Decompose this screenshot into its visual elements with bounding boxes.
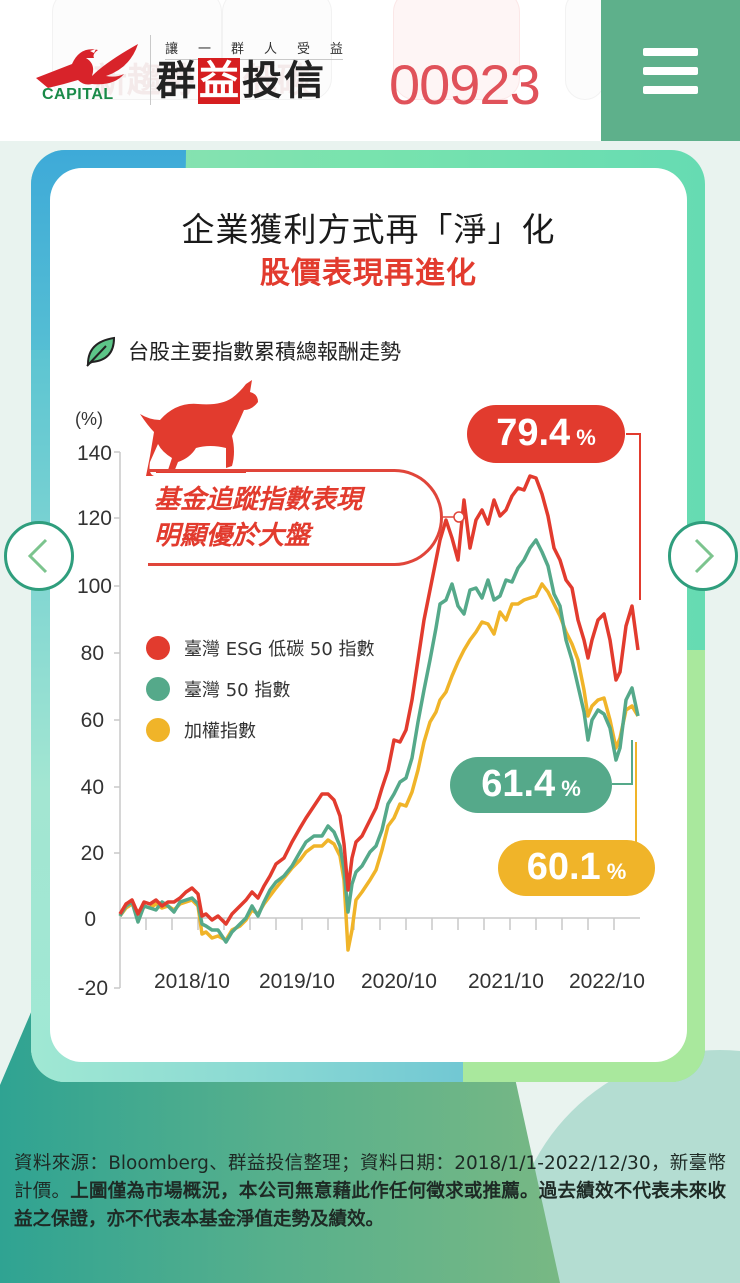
leaf-icon (86, 336, 116, 367)
y-tick-label: 100 (76, 575, 112, 598)
slide-card (50, 168, 687, 1062)
end-label-esg: 79.4 % (467, 405, 625, 463)
end-label-unit: % (606, 859, 627, 884)
slide-subtitle-red: 股價表現再進化 (260, 256, 477, 291)
end-label-tw50: 61.4 % (450, 757, 612, 813)
brand-divider (150, 35, 151, 105)
bg-tile-label: 低碳 (243, 61, 311, 101)
brand-char: 投 (242, 58, 282, 104)
legend-dot-green-icon (146, 677, 170, 701)
x-tick-label: 2022/10 (569, 970, 645, 993)
callout-line: 明顯優於大盤 (154, 521, 311, 551)
bg-tile-low-carbon: 低碳 (222, 0, 332, 101)
x-tick-label: 2021/10 (468, 970, 544, 993)
x-tick-label: 2019/10 (259, 970, 335, 993)
brand-name[interactable]: 群 益 投 信 (156, 58, 324, 104)
slogan-char: 一 (197, 42, 211, 57)
slogan-char: 受 (296, 42, 310, 57)
y-tick-label: 0 (84, 908, 96, 931)
y-axis-unit: (%) (75, 409, 103, 429)
bull-icon (140, 380, 258, 476)
brand-char-highlight: 益 (198, 58, 240, 104)
callout-line: 基金追蹤指數表現 (154, 485, 363, 515)
chart-legend: 臺灣 ESG 低碳 50 指數 臺灣 50 指數 加權指數 (146, 636, 375, 742)
legend-dot-yellow-icon (146, 718, 170, 742)
disclaimer-source: 資料來源：Bloomberg、群益投信整理；資料日期：2018/1/1-2022… (14, 1153, 726, 1202)
logo-text: CAPITAL (42, 86, 114, 103)
y-tick-label: -20 (77, 977, 108, 1000)
legend-label: 臺灣 ESG 低碳 50 指數 (184, 639, 375, 660)
slide-title: 企業獲利方式再「淨」化 (181, 210, 556, 249)
legend-label: 臺灣 50 指數 (184, 680, 291, 701)
end-label-unit: % (561, 776, 581, 801)
slogan-char: 群 (230, 42, 244, 57)
menu-button[interactable] (601, 0, 740, 141)
disclaimer-warning: 上圖僅為市場概況，本公司無意藉此作任何徵求或推薦。過去績效不代表未來收益之保證，… (14, 1181, 726, 1230)
legend-item-taiex: 加權指數 (146, 718, 375, 742)
end-label-value: 61.4 (481, 763, 556, 805)
chevron-right-icon (694, 538, 715, 574)
hamburger-icon (643, 47, 698, 56)
chevron-left-icon (27, 538, 48, 574)
end-label-value: 60.1 (526, 846, 601, 888)
x-tick-label: 2020/10 (361, 970, 437, 993)
legend-item-tw50: 臺灣 50 指數 (146, 677, 375, 701)
carousel-next-button[interactable] (668, 521, 738, 591)
end-label-taiex: 60.1 % (498, 840, 655, 896)
chart-title-text: 台股主要指數累積總報酬走勢 (128, 340, 401, 364)
hamburger-icon (643, 85, 698, 94)
end-label-unit: % (576, 425, 596, 450)
y-tick-label: 80 (80, 642, 104, 665)
brand-char: 群 (156, 58, 196, 104)
end-label-value: 79.4 (496, 412, 571, 454)
chart-title: 台股主要指數累積總報酬走勢 (84, 334, 401, 368)
x-tick-label: 2018/10 (154, 970, 230, 993)
y-tick-label: 20 (80, 842, 104, 865)
legend-dot-red-icon (146, 636, 170, 660)
site-header: 新趨勢 低碳 CAPITAL 讓 一 群 人 受 益 群 益 投 信 00923 (0, 0, 740, 141)
callout-text: 基金追蹤指數表現 明顯優於大盤 (154, 482, 362, 554)
legend-label: 加權指數 (184, 721, 256, 742)
disclaimer-text: 資料來源：Bloomberg、群益投信整理；資料日期：2018/1/1-2022… (14, 1150, 726, 1234)
bg-tile-stock-price (393, 0, 520, 100)
y-tick-label: 140 (76, 442, 112, 465)
fund-code: 00923 (389, 53, 541, 116)
legend-item-esg: 臺灣 ESG 低碳 50 指數 (146, 636, 375, 660)
slogan-char: 讓 (165, 42, 179, 57)
y-tick-label: 40 (80, 776, 104, 799)
carousel-prev-button[interactable] (4, 521, 74, 591)
brand-slogan: 讓 一 群 人 受 益 (165, 38, 343, 60)
y-tick-label: 120 (76, 507, 112, 530)
hamburger-icon (643, 66, 698, 75)
capital-eagle-logo-icon[interactable] (34, 38, 144, 104)
slogan-char: 益 (329, 42, 343, 57)
slogan-char: 人 (263, 42, 277, 57)
y-tick-label: 60 (80, 709, 104, 732)
brand-char: 信 (284, 58, 324, 104)
callout-bubble (148, 469, 443, 566)
